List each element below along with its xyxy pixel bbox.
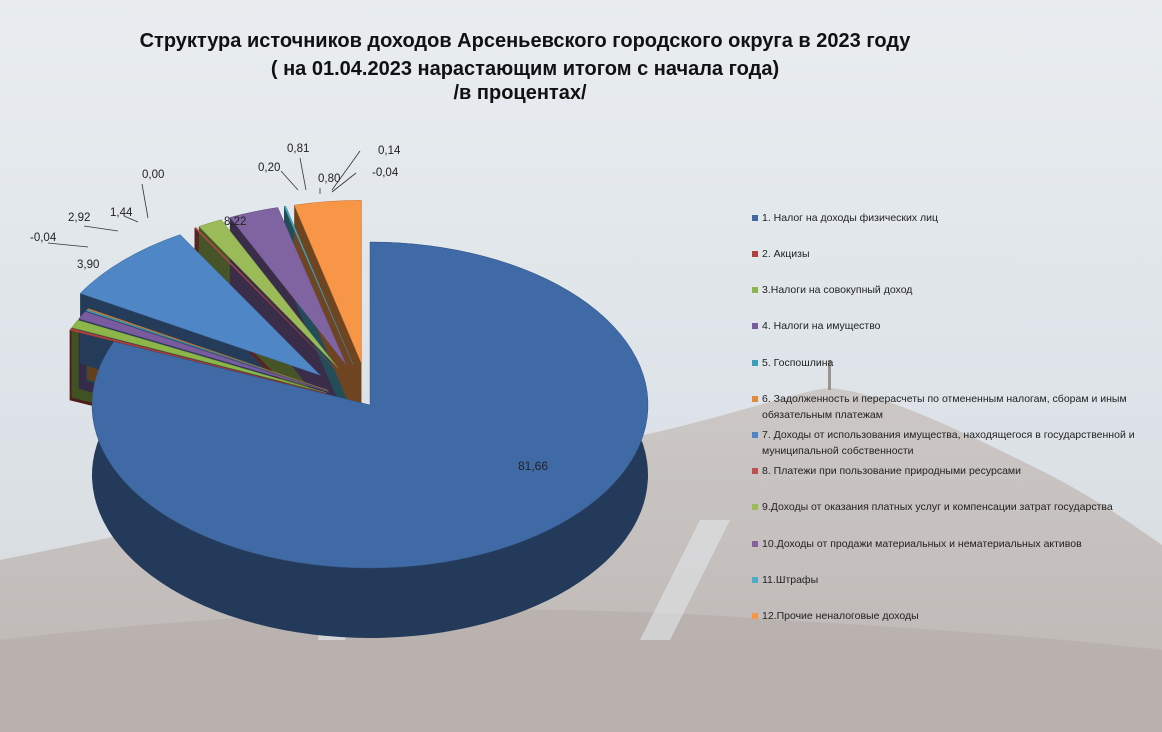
legend-swatch	[752, 613, 758, 619]
data-label: 2,92	[68, 212, 90, 224]
legend-label: 3.Налоги на совокупный доход	[762, 284, 913, 296]
legend-label: 5. Госпошлина	[762, 357, 834, 369]
pie-slice	[283, 205, 354, 365]
legend-item: 10.Доходы от продажи материальных и нема…	[752, 536, 1152, 552]
legend-swatch	[752, 251, 758, 257]
data-label: 81,66	[518, 459, 548, 473]
leader-line	[47, 242, 89, 248]
legend-item: 3.Налоги на совокупный доход	[752, 282, 1152, 298]
legend-label: 2. Акцизы	[762, 248, 810, 260]
legend-label: 12.Прочие неналоговые доходы	[762, 610, 919, 622]
legend-item: 2. Акцизы	[752, 246, 1152, 262]
legend-item: 12.Прочие неналоговые доходы	[752, 608, 1152, 624]
legend-label: 1. Налог на доходы физических лиц	[762, 212, 939, 224]
pie-slice	[194, 227, 336, 369]
leader-line	[83, 225, 119, 232]
pie-slice-edge	[294, 205, 362, 434]
legend-item: 11.Штрафы	[752, 572, 1152, 588]
chart-subtitle-date: ( на 01.04.2023 нарастающим итогом с нач…	[270, 58, 780, 80]
legend-label: 10.Доходы от продажи материальных и нема…	[762, 538, 1082, 550]
legend-item: 7. Доходы от использования имущества, на…	[752, 427, 1152, 459]
chart-title: Структура источников доходов Арсеньевско…	[139, 30, 911, 52]
legend-item: 6. Задолженность и перерасчеты по отмене…	[752, 391, 1152, 423]
data-label: 1,44	[110, 207, 133, 219]
leader-line	[141, 183, 149, 219]
legend-label: 4. Налоги на имущество	[762, 320, 881, 332]
legend-swatch	[752, 396, 758, 402]
leader-line	[331, 150, 361, 191]
legend-item: 9.Доходы от оказания платных услуг и ком…	[752, 499, 1152, 515]
leader-line	[299, 157, 307, 191]
legend-swatch	[752, 360, 758, 366]
legend-swatch	[752, 468, 758, 474]
legend-label: 9.Доходы от оказания платных услуг и ком…	[762, 501, 1113, 513]
legend-swatch	[752, 432, 758, 438]
legend-item: 4. Налоги на имущество	[752, 318, 1152, 334]
legend-label: 7. Доходы от использования имущества, на…	[762, 429, 1135, 457]
pie-slice	[86, 308, 329, 391]
legend-item: 5. Госпошлина	[752, 355, 1152, 371]
legend-swatch	[752, 577, 758, 583]
data-label: 3,90	[77, 259, 99, 271]
pie-slice	[78, 311, 328, 392]
data-label: 0,20	[258, 162, 280, 174]
leader-line	[331, 172, 357, 193]
legend-swatch	[752, 287, 758, 293]
chart-subtitle-units: /в процентах/	[453, 82, 587, 104]
data-label: -0,04	[30, 232, 57, 244]
pie-slice	[91, 241, 649, 569]
pie-slice	[229, 207, 347, 366]
data-label: 8,22	[224, 216, 246, 228]
legend-swatch	[752, 323, 758, 329]
leader-line	[123, 215, 139, 223]
leader-line	[280, 170, 299, 191]
pie-slice	[71, 319, 327, 394]
legend-item: 1. Налог на доходы физических лиц	[752, 210, 1152, 226]
pie-slice	[79, 234, 321, 376]
legend-swatch	[752, 541, 758, 547]
pie-slice	[198, 219, 338, 368]
data-label: 0,14	[378, 145, 401, 157]
legend-label: 11.Штрафы	[762, 574, 819, 586]
legend-label: 6. Задолженность и перерасчеты по отмене…	[762, 393, 1127, 421]
data-label: 0,81	[287, 143, 309, 155]
data-label: -0,04	[372, 167, 399, 179]
legend-label: 8. Платежи при пользование природными ре…	[762, 465, 1022, 477]
data-label: 0,80	[318, 173, 340, 185]
pie-slice	[293, 200, 362, 364]
legend-swatch	[752, 504, 758, 510]
pie-slice	[69, 328, 326, 394]
legend-item: 8. Платежи при пользование природными ре…	[752, 463, 1152, 479]
legend-swatch	[752, 215, 758, 221]
data-label: 0,00	[142, 169, 164, 181]
